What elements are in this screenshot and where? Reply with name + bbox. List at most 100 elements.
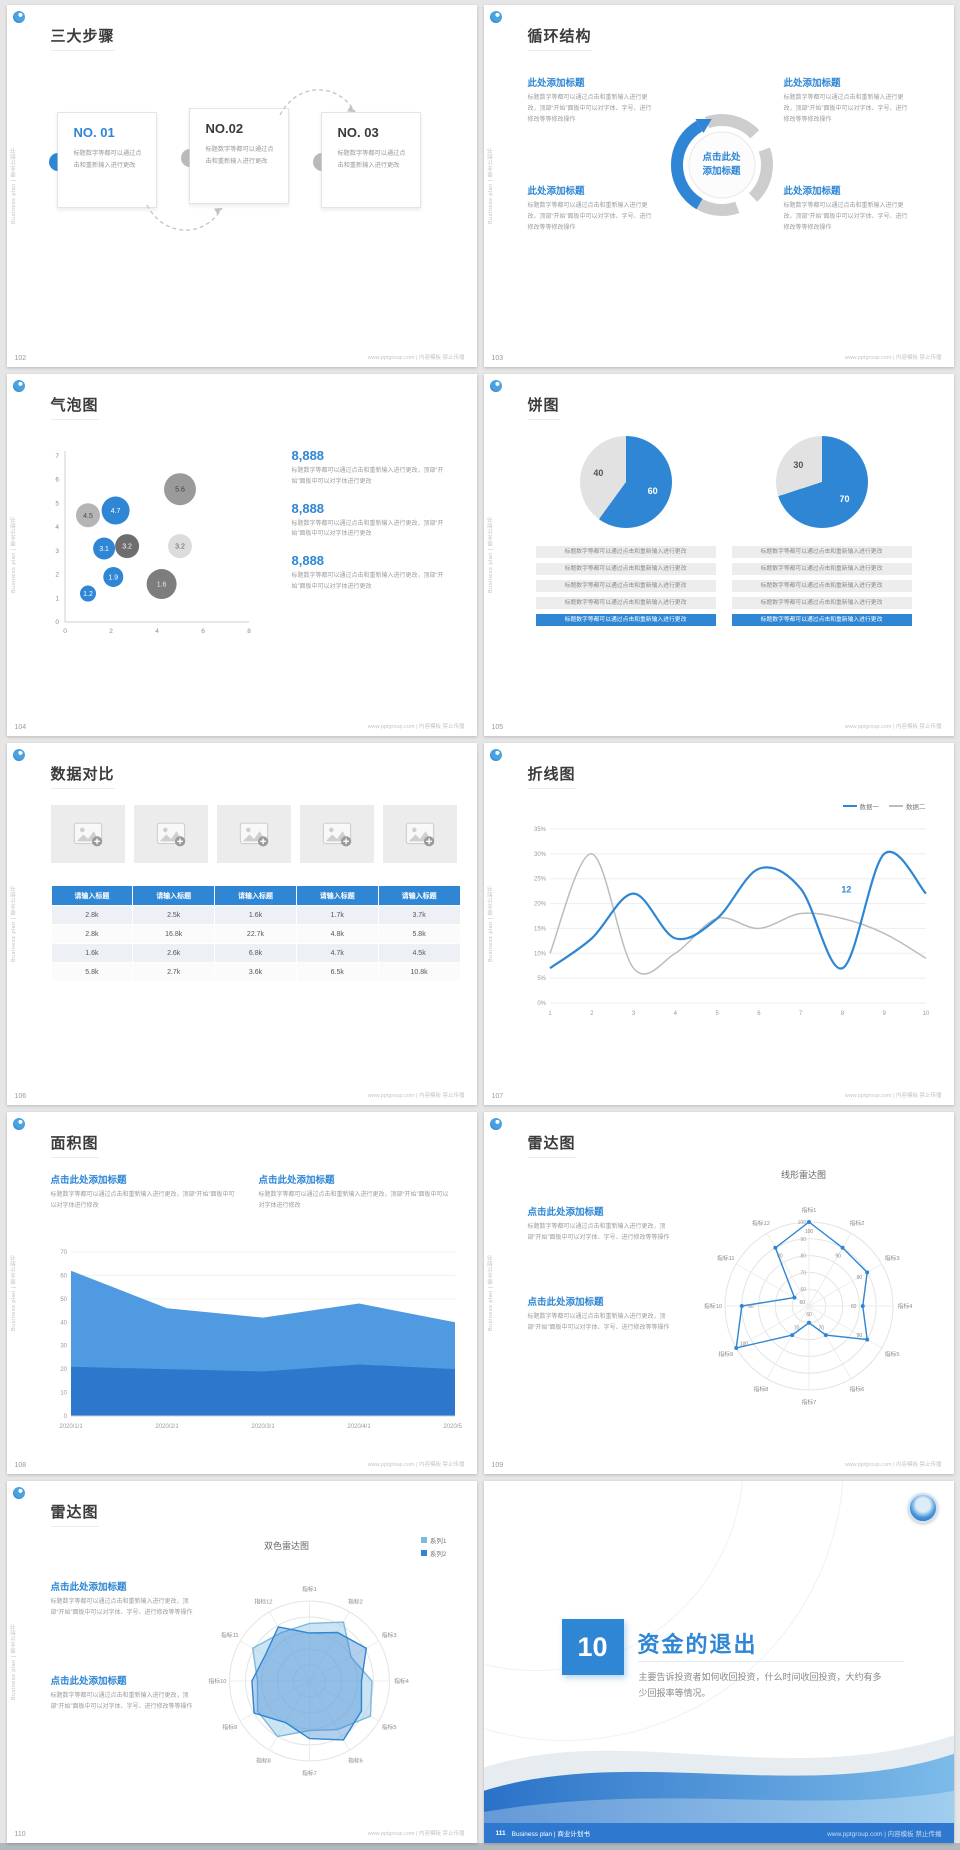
svg-text:2020/2/1: 2020/2/1 xyxy=(155,1424,179,1430)
slide-title: 数据对比 xyxy=(51,763,115,789)
svg-text:10: 10 xyxy=(922,1011,929,1017)
sidebar-vertical-text: Business plan | 商业计划书 xyxy=(487,516,494,594)
slide-title: 面积图 xyxy=(51,1132,99,1158)
step-number: NO.02 xyxy=(205,121,244,136)
slide-105-pie-charts[interactable]: Business plan | 商业计划书 饼图 60 40 标题数字等都可以通过… xyxy=(483,374,954,736)
wave-decoration xyxy=(483,1735,954,1823)
svg-text:指标8: 指标8 xyxy=(753,1385,768,1393)
caption-bar: 标题数字等都可以通过点击和重新输入进行更改 xyxy=(731,614,912,626)
svg-text:25%: 25% xyxy=(533,877,546,883)
footer-site-text: www.pptgroup.com | 内容模板 禁止传播 xyxy=(367,355,465,361)
svg-text:90: 90 xyxy=(835,1254,841,1260)
dashed-arrow-icon xyxy=(145,204,223,231)
chart-subtitle: 双色雷达图 xyxy=(263,1541,309,1551)
svg-text:指标10: 指标10 xyxy=(208,1677,226,1685)
block-body: 标题数字等都可以通过点击和重新输入进行更改，顶部“开始”面板中可以对字体、字号、… xyxy=(783,95,908,123)
slide-107-line-chart[interactable]: Business plan | 商业计划书 折线图 数据一 数据二 0% 5% 10%… xyxy=(483,743,954,1105)
brand-logo-icon xyxy=(12,11,25,23)
svg-text:4: 4 xyxy=(155,628,159,635)
caption-bar: 标题数字等都可以通过点击和重新输入进行更改 xyxy=(535,580,716,592)
legend-item: 数据一 xyxy=(842,801,879,811)
table-cell: 6.5k xyxy=(295,962,379,982)
page-bottom-strip xyxy=(0,1843,960,1850)
slide-108-area-chart[interactable]: Business plan | 商业计划书 面积图 点击此处添加标题 标题数字等… xyxy=(6,1112,477,1474)
table-header-cell: 请输入标题 xyxy=(295,885,379,906)
page-number: 107 xyxy=(491,1093,504,1100)
legend-item: 系列1 xyxy=(420,1535,447,1545)
footer-site-text: www.pptgroup.com | 内容模板 禁止传播 xyxy=(827,1831,942,1838)
svg-text:7: 7 xyxy=(55,453,59,460)
slide-106-data-compare[interactable]: Business plan | 商业计划书 数据对比 请输入标题 请输入标题 请输入… xyxy=(6,743,477,1105)
chart-legend: 系列1 系列2 xyxy=(420,1535,447,1558)
caption-bar: 标题数字等都可以通过点击和重新输入进行更改 xyxy=(535,546,716,558)
legend-label: 数据二 xyxy=(906,804,926,811)
svg-text:35%: 35% xyxy=(533,827,546,833)
svg-text:指标7: 指标7 xyxy=(801,1398,816,1406)
pie-slice-label: 30 xyxy=(793,460,804,471)
brand-logo-icon xyxy=(12,1118,25,1130)
svg-text:50: 50 xyxy=(60,1297,67,1303)
svg-text:100: 100 xyxy=(739,1342,748,1348)
svg-text:7: 7 xyxy=(798,1011,802,1017)
decorative-arc xyxy=(483,1481,844,1741)
page-number: 109 xyxy=(491,1462,504,1469)
svg-text:2: 2 xyxy=(109,628,113,635)
svg-text:70: 70 xyxy=(793,1325,799,1331)
svg-text:8: 8 xyxy=(247,628,251,635)
svg-text:指标12: 指标12 xyxy=(751,1219,769,1227)
text-block: 点击此处添加标题 标题数字等都可以通过点击和重新输入进行更改，顶部“开始”面板中… xyxy=(51,1673,201,1713)
chart-subtitle: 线形雷达图 xyxy=(780,1170,826,1180)
footer-site-text: www.pptgroup.com | 内容模板 禁止传播 xyxy=(844,1462,942,1468)
stat-item: 8,888 标题数字等都可以通过点击和重新输入进行更改，顶部“开始”面板中可以对… xyxy=(292,553,452,593)
footer-site-text: www.pptgroup.com | 内容模板 禁止传播 xyxy=(844,724,942,730)
svg-text:指标5: 指标5 xyxy=(381,1723,396,1731)
block-title: 此处添加标题 xyxy=(527,78,585,89)
page-number: 103 xyxy=(491,355,504,362)
section-title: 资金的退出 xyxy=(637,1632,758,1657)
svg-text:5.6: 5.6 xyxy=(175,487,185,494)
slide-102-three-steps[interactable]: Business plan | 商业计划书 三大步骤 NO. 01 标题数字等都… xyxy=(6,5,477,367)
svg-text:1.6: 1.6 xyxy=(156,582,166,589)
comparison-table: 请输入标题 请输入标题 请输入标题 请输入标题 请输入标题 2.8k 2.5k 1.6k 1.7… xyxy=(50,885,461,982)
slide-104-bubble-chart[interactable]: Business plan | 商业计划书 气泡图 0 1 2 3 4 5 6 7 0 2 4 6 8 4… xyxy=(6,374,477,736)
footer-site-text: www.pptgroup.com | 内容模板 禁止传播 xyxy=(844,355,942,361)
sidebar-vertical-text: Business plan | 商业计划书 xyxy=(487,885,494,963)
page-number: 106 xyxy=(14,1093,27,1100)
image-placeholder xyxy=(133,805,208,863)
table-header-cell: 请输入标题 xyxy=(214,885,297,906)
table-cell: 22.7k xyxy=(214,924,297,944)
svg-text:指标11: 指标11 xyxy=(717,1254,735,1262)
svg-text:0: 0 xyxy=(63,1414,67,1420)
slide-title: 折线图 xyxy=(528,763,576,789)
slide-109-radar-line[interactable]: Business plan | 商业计划书 雷达图 线形雷达图 点击此处添加标题… xyxy=(483,1112,954,1474)
footer-site-text: www.pptgroup.com | 内容模板 禁止传播 xyxy=(367,1093,465,1099)
table-cell: 1.6k xyxy=(214,905,297,925)
block-title: 此处添加标题 xyxy=(783,78,841,89)
svg-text:6: 6 xyxy=(55,477,59,484)
svg-text:指标4: 指标4 xyxy=(897,1302,913,1310)
pie-chart: 60 40 xyxy=(579,436,672,528)
text-block: 点击此处添加标题 标题数字等都可以通过点击和重新输入进行更改，顶部“开始”面板中… xyxy=(51,1579,201,1619)
slide-111-section-cover[interactable]: 10 资金的退出 主要告诉投资者如何收回投资，什么时间收回投资，大约有多少回报率… xyxy=(483,1481,954,1843)
stat-description: 标题数字等都可以通过点击和重新输入进行更改，顶部“开始”面板中可以对字体进行更改 xyxy=(291,573,444,590)
table-header-cell: 请输入标题 xyxy=(50,885,134,906)
brand-logo-icon xyxy=(489,749,502,761)
svg-text:1: 1 xyxy=(55,595,59,602)
image-placeholder xyxy=(382,805,457,863)
block-title: 点击此处添加标题 xyxy=(527,1207,604,1218)
svg-text:3.2: 3.2 xyxy=(175,544,185,551)
svg-text:指标1: 指标1 xyxy=(302,1585,317,1593)
slide-110-radar-dual[interactable]: Business plan | 商业计划书 雷达图 双色雷达图 系列1 系列2 点… xyxy=(6,1481,477,1843)
svg-text:90: 90 xyxy=(748,1304,754,1310)
stat-value: 8,888 xyxy=(291,500,325,516)
block-body: 标题数字等都可以通过点击和重新输入进行更改，顶部“开始”面板中可以对字体、字号、… xyxy=(783,203,908,231)
block-title: 此处添加标题 xyxy=(783,186,841,197)
svg-text:4.7: 4.7 xyxy=(110,508,120,515)
svg-text:指标1: 指标1 xyxy=(801,1206,816,1214)
table-cell: 5.8k xyxy=(50,962,134,982)
slide-103-cycle[interactable]: Business plan | 商业计划书 循环结构 此处添加标题 标题数字等都… xyxy=(483,5,954,367)
stat-description: 标题数字等都可以通过点击和重新输入进行更改，顶部“开始”面板中可以对字体进行更改 xyxy=(291,468,444,485)
table-cell: 5.8k xyxy=(377,924,461,944)
stat-item: 8,888 标题数字等都可以通过点击和重新输入进行更改，顶部“开始”面板中可以对… xyxy=(292,501,452,541)
text-block: 点击此处添加标题 标题数字等都可以通过点击和重新输入进行更改，顶部“开始”面板中… xyxy=(259,1172,449,1212)
